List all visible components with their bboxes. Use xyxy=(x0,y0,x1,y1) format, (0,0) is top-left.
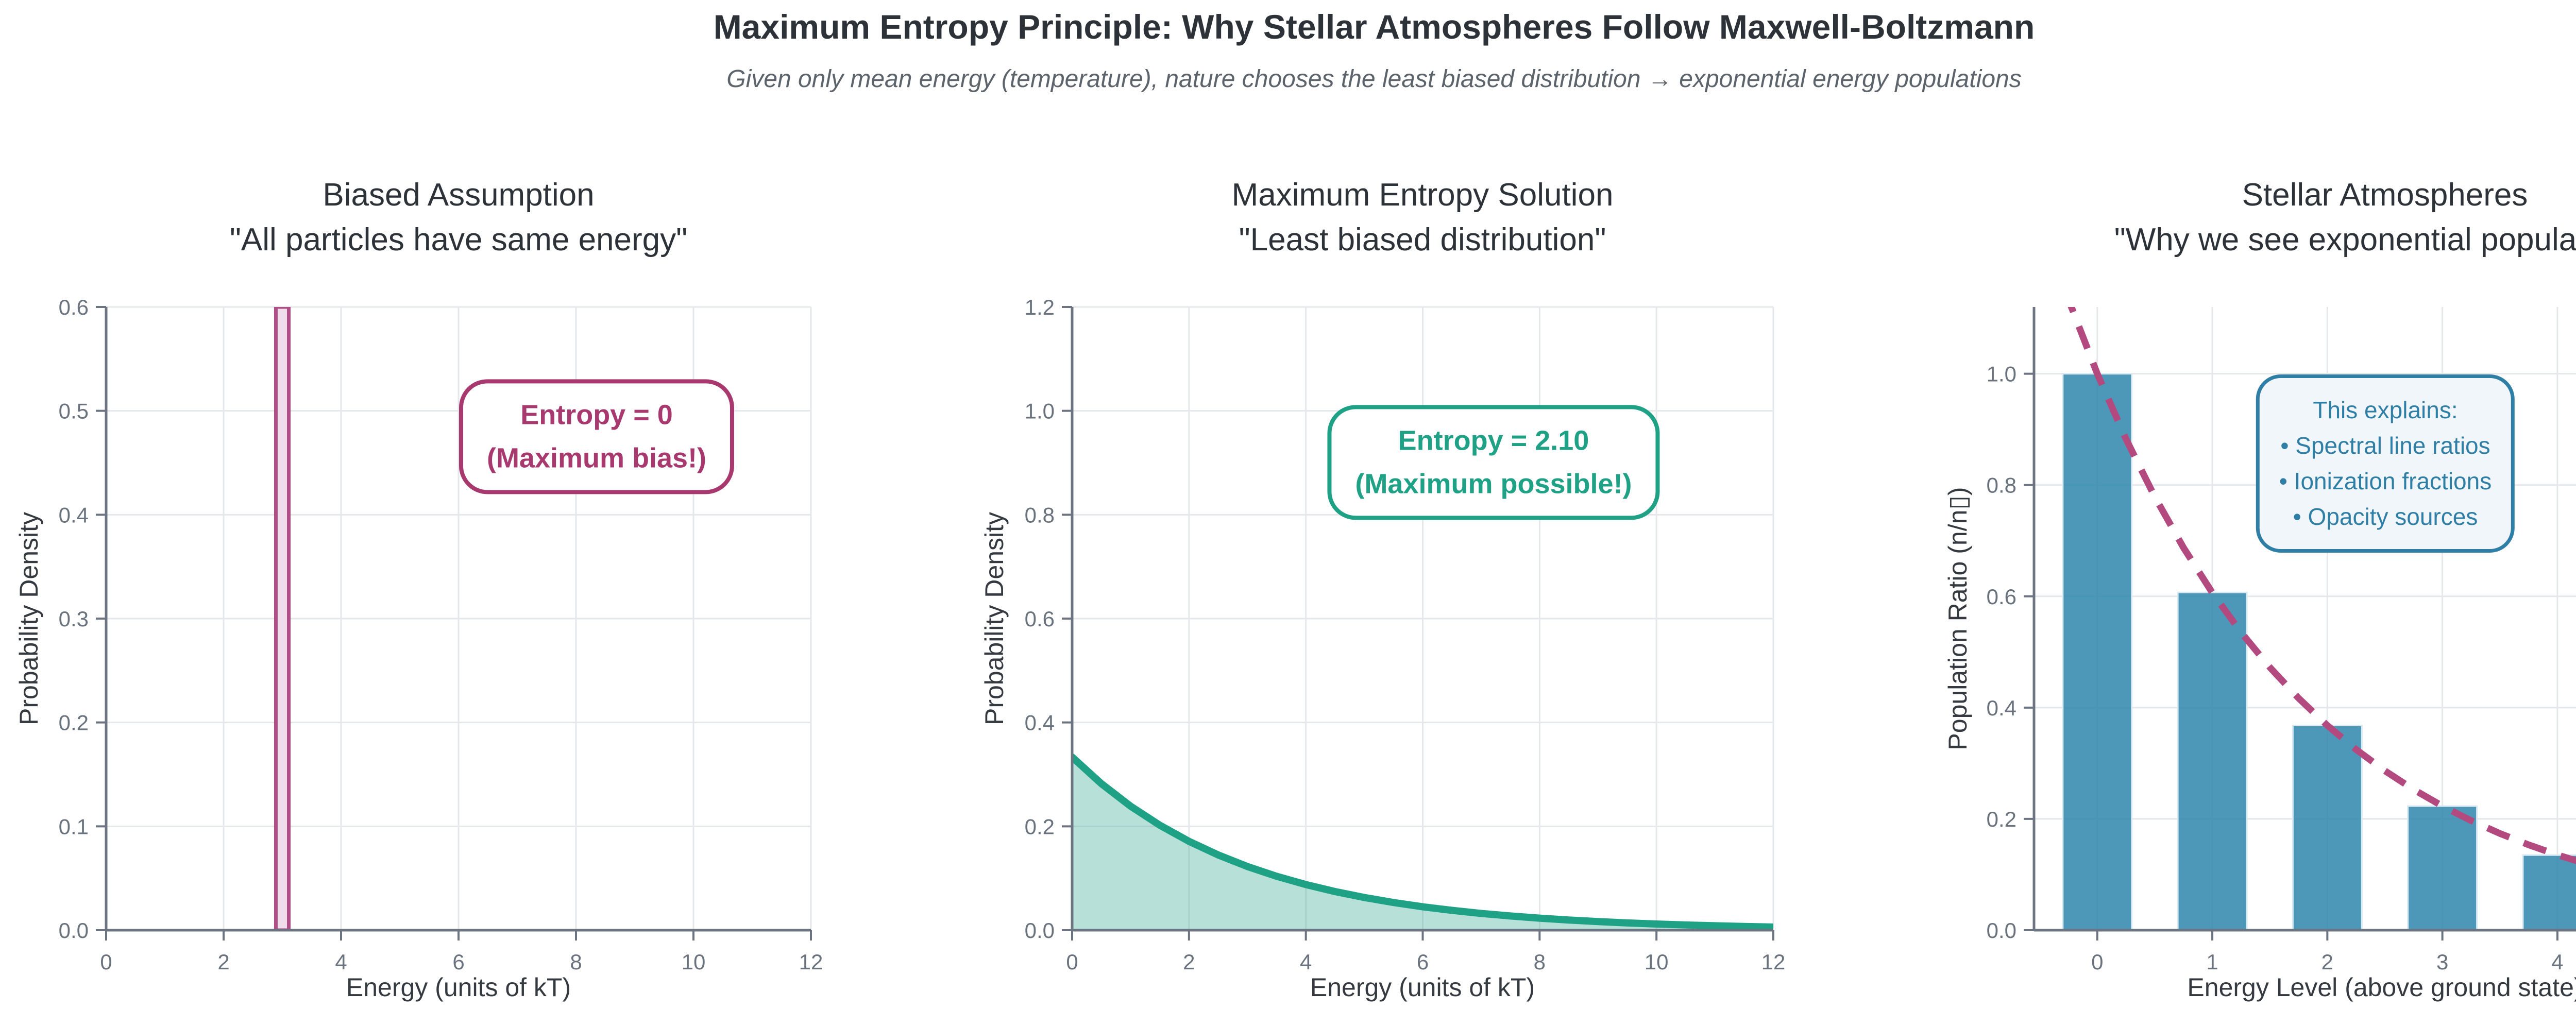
svg-text:1: 1 xyxy=(2206,950,2218,974)
svg-text:0.4: 0.4 xyxy=(1987,696,2016,720)
svg-text:8: 8 xyxy=(1534,950,1546,974)
svg-text:0.2: 0.2 xyxy=(59,711,89,735)
svg-text:2: 2 xyxy=(2321,950,2333,974)
svg-text:0.5: 0.5 xyxy=(59,399,89,423)
panel2-title-line2: "Least biased distribution" xyxy=(1239,221,1606,258)
svg-text:0.1: 0.1 xyxy=(59,814,89,839)
panel2-y-axis-label: Probability Density xyxy=(980,511,1009,726)
panel3-y-axis-label: Population Ratio (n/n▯) xyxy=(1943,487,1972,750)
annotation-line: • Ionization fractions xyxy=(2279,468,2492,494)
annotation-line: • Spectral line ratios xyxy=(2280,432,2490,459)
svg-text:0.0: 0.0 xyxy=(59,918,89,943)
panel1-entropy-annotation: Entropy = 0 (Maximum bias!) xyxy=(459,379,735,494)
svg-text:10: 10 xyxy=(1645,950,1669,974)
svg-text:0: 0 xyxy=(1066,950,1078,974)
svg-text:6: 6 xyxy=(452,950,464,974)
panel1-y-axis-label: Probability Density xyxy=(14,511,43,726)
svg-text:1.0: 1.0 xyxy=(1987,362,2016,386)
svg-text:0.8: 0.8 xyxy=(1025,503,1055,527)
annotation-line: • Opacity sources xyxy=(2293,503,2478,530)
svg-text:3: 3 xyxy=(2436,950,2448,974)
svg-text:1.2: 1.2 xyxy=(1025,295,1055,319)
svg-text:0.3: 0.3 xyxy=(59,607,89,631)
svg-text:12: 12 xyxy=(799,950,823,974)
panel2-entropy-annotation: Entropy = 2.10 (Maximum possible!) xyxy=(1327,405,1660,520)
svg-text:0.8: 0.8 xyxy=(1987,473,2016,498)
panel3-plot-area: 0123450.00.20.40.60.81.0 xyxy=(1987,307,2576,974)
svg-text:0: 0 xyxy=(100,950,112,974)
panel2-plot-area: 0 2 4 6 8 10 12 0.0 0.2 0.4 0.6 0.8 1.0 1.2 xyxy=(1025,295,1786,974)
panel2-title-line1: Maximum Entropy Solution xyxy=(1231,177,1614,213)
panel3-title: Stellar Atmospheres "Why we see exponent… xyxy=(2114,173,2576,263)
svg-text:2: 2 xyxy=(217,950,229,974)
svg-text:0.6: 0.6 xyxy=(1987,585,2016,609)
svg-text:4: 4 xyxy=(335,950,347,974)
svg-text:6: 6 xyxy=(1417,950,1429,974)
svg-text:0.0: 0.0 xyxy=(1025,918,1055,943)
annotation-line: Entropy = 2.10 xyxy=(1398,425,1589,456)
svg-text:10: 10 xyxy=(682,950,706,974)
figure-title: Maximum Entropy Principle: Why Stellar A… xyxy=(713,8,2035,46)
panel1-x-axis-label: Energy (units of kT) xyxy=(346,973,571,1002)
panel3-explains-annotation: This explains: • Spectral line ratios • … xyxy=(2256,374,2515,553)
svg-text:0.0: 0.0 xyxy=(1987,918,2016,943)
svg-text:0.2: 0.2 xyxy=(1987,807,2016,831)
annotation-line: (Maximum possible!) xyxy=(1355,468,1632,499)
panel1-title-line2: "All particles have same energy" xyxy=(229,221,688,258)
annotation-line: This explains: xyxy=(2313,397,2458,423)
panel3-title-line1: Stellar Atmospheres xyxy=(2242,177,2528,213)
panel1-title: Biased Assumption "All particles have sa… xyxy=(230,173,687,263)
svg-text:0.6: 0.6 xyxy=(59,295,89,319)
panel1-title-line1: Biased Assumption xyxy=(323,177,595,213)
svg-text:0: 0 xyxy=(2091,950,2103,974)
svg-text:0.4: 0.4 xyxy=(1025,711,1055,735)
panel3-title-line2: "Why we see exponential populations" xyxy=(2114,221,2576,258)
svg-text:12: 12 xyxy=(1761,950,1786,974)
svg-text:4: 4 xyxy=(1300,950,1312,974)
figure-subtitle: Given only mean energy (temperature), na… xyxy=(726,65,2022,93)
svg-text:0.6: 0.6 xyxy=(1025,607,1055,631)
panel2-x-axis-label: Energy (units of kT) xyxy=(1310,973,1535,1002)
annotation-line: (Maximum bias!) xyxy=(486,442,707,473)
svg-text:0.2: 0.2 xyxy=(1025,814,1055,839)
annotation-line: Entropy = 0 xyxy=(520,399,673,431)
panel3-x-axis-label: Energy Level (above ground state) xyxy=(2187,973,2576,1002)
svg-text:0.4: 0.4 xyxy=(59,503,89,527)
panel2-title: Maximum Entropy Solution "Least biased d… xyxy=(1232,173,1614,263)
svg-text:8: 8 xyxy=(570,950,582,974)
svg-text:2: 2 xyxy=(1183,950,1195,974)
svg-text:4: 4 xyxy=(2551,950,2563,974)
svg-text:1.0: 1.0 xyxy=(1025,399,1055,423)
